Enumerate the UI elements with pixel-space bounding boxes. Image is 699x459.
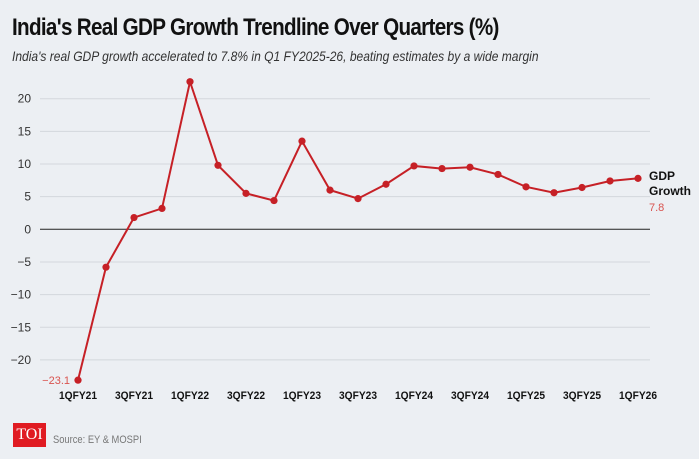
- data-point-1QFY25: [522, 183, 530, 191]
- data-point-2QFY22: [214, 161, 222, 169]
- x-tick-label: 1QFY22: [171, 390, 209, 402]
- series-label-line1: GDP: [649, 169, 675, 183]
- x-tick-label: 3QFY23: [339, 390, 377, 402]
- first-value-label: −23.1: [42, 375, 70, 387]
- x-tick-label: 3QFY22: [227, 390, 265, 402]
- x-tick-label: 3QFY24: [451, 390, 490, 402]
- y-tick-label: 15: [18, 124, 32, 138]
- data-point-4QFY22: [270, 196, 278, 205]
- last-value-label: 7.8: [649, 202, 664, 214]
- data-point-3QFY24: [466, 163, 474, 171]
- x-tick-label: 1QFY21: [59, 390, 97, 402]
- data-point-4QFY24: [494, 170, 502, 179]
- data-point-4QFY23: [382, 180, 390, 188]
- series-label-line2: Growth: [649, 184, 691, 198]
- x-tick-label: 1QFY26: [619, 390, 657, 402]
- data-point-1QFY24: [410, 162, 418, 170]
- source-note: Source: EY & MOSPI: [53, 434, 142, 446]
- x-tick-label: 1QFY23: [283, 390, 321, 402]
- y-tick-label: 5: [24, 190, 31, 204]
- chart-title: India's Real GDP Growth Trendline Over Q…: [12, 14, 499, 41]
- data-point-1QFY21: [74, 376, 82, 384]
- y-tick-label: −15: [11, 320, 32, 334]
- x-tick-label: 1QFY24: [395, 390, 434, 402]
- chart-subtitle: India's real GDP growth accelerated to 7…: [12, 48, 539, 64]
- data-point-1QFY26: [634, 174, 642, 182]
- data-point-3QFY22: [242, 189, 250, 197]
- y-tick-label: 0: [24, 222, 31, 236]
- data-point-2QFY24: [438, 164, 446, 173]
- data-point-2QFY25: [550, 189, 558, 197]
- y-tick-label: −20: [11, 353, 32, 367]
- data-point-3QFY21: [130, 213, 138, 222]
- data-point-1QFY23: [298, 137, 306, 145]
- data-point-3QFY25: [578, 183, 586, 192]
- data-point-2QFY21: [102, 263, 110, 271]
- data-point-4QFY21: [158, 204, 166, 213]
- x-tick-label: 3QFY21: [115, 390, 153, 402]
- data-point-1QFY22: [186, 78, 194, 86]
- y-tick-label: 20: [18, 92, 32, 106]
- x-tick-label: 3QFY25: [563, 390, 601, 402]
- toi-logo: TOI: [13, 423, 46, 447]
- data-point-4QFY25: [606, 177, 614, 185]
- y-tick-label: −10: [11, 288, 32, 302]
- data-point-3QFY23: [354, 195, 362, 203]
- x-tick-label: 1QFY25: [507, 390, 545, 402]
- data-point-2QFY23: [326, 186, 334, 194]
- y-tick-label: −5: [17, 255, 31, 269]
- gdp-growth-line: [77, 77, 639, 381]
- y-tick-label: 10: [18, 157, 32, 171]
